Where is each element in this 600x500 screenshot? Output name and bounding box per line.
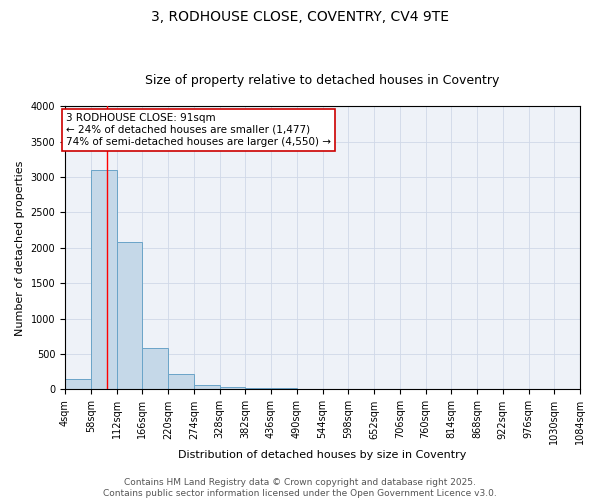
Bar: [142, 348, 168, 390]
Bar: [116, 242, 142, 390]
Bar: [245, 388, 271, 390]
Text: 3 RODHOUSE CLOSE: 91sqm
← 24% of detached houses are smaller (1,477)
74% of semi: 3 RODHOUSE CLOSE: 91sqm ← 24% of detache…: [66, 114, 331, 146]
Y-axis label: Number of detached properties: Number of detached properties: [15, 160, 25, 336]
Text: Contains HM Land Registry data © Crown copyright and database right 2025.
Contai: Contains HM Land Registry data © Crown c…: [103, 478, 497, 498]
Bar: [65, 379, 91, 390]
Bar: [220, 388, 245, 390]
Title: Size of property relative to detached houses in Coventry: Size of property relative to detached ho…: [145, 74, 500, 87]
Bar: [194, 384, 220, 390]
X-axis label: Distribution of detached houses by size in Coventry: Distribution of detached houses by size …: [178, 450, 467, 460]
Bar: [91, 170, 116, 390]
Bar: [168, 374, 194, 390]
Bar: [271, 388, 297, 390]
Text: 3, RODHOUSE CLOSE, COVENTRY, CV4 9TE: 3, RODHOUSE CLOSE, COVENTRY, CV4 9TE: [151, 10, 449, 24]
